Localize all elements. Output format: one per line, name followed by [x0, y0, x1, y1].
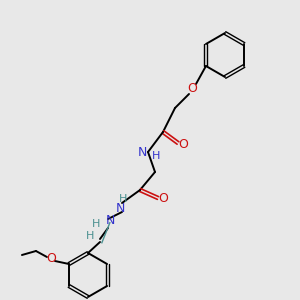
Text: N: N: [105, 214, 115, 227]
Text: H: H: [152, 151, 160, 161]
Text: O: O: [158, 191, 168, 205]
Text: N: N: [138, 146, 147, 158]
Text: N: N: [115, 202, 125, 214]
Text: O: O: [187, 82, 197, 94]
Text: O: O: [46, 253, 56, 266]
Text: H: H: [92, 219, 100, 229]
Text: H: H: [86, 231, 94, 241]
Text: O: O: [178, 139, 188, 152]
Text: H: H: [119, 194, 127, 204]
